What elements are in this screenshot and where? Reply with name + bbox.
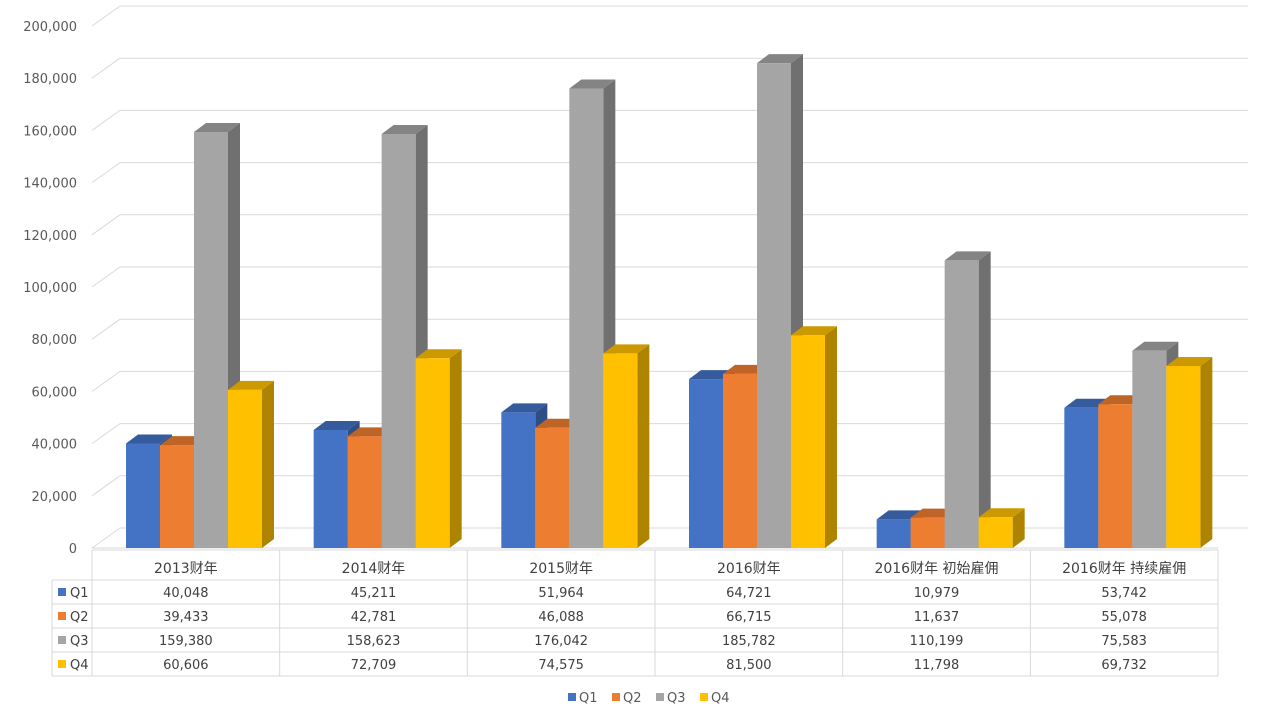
legend-swatch (656, 693, 664, 701)
gridlines (91, 5, 1248, 549)
gridline-side (91, 318, 121, 340)
table-cell: 176,042 (534, 634, 588, 649)
table-legend-key (58, 660, 66, 668)
gridline-side (91, 5, 121, 27)
gridline-side (91, 527, 121, 549)
table-cell: 159,380 (159, 634, 213, 649)
table-cell: 81,500 (726, 658, 772, 673)
table-cell: 60,606 (163, 658, 209, 673)
table-cell: 11,637 (914, 610, 960, 625)
table-series-label: Q2 (70, 610, 89, 625)
table-legend-key (58, 588, 66, 596)
y-tick-label: 160,000 (23, 124, 77, 139)
y-axis-tick-labels: 0 20,000 40,000 60,000 80,000 100,000 120,000 1… (23, 20, 77, 557)
table-series-label: Q3 (70, 634, 89, 649)
gridline-side (91, 370, 121, 392)
bar-q3-2 (569, 79, 616, 548)
x-category-label: 2016财年 持续雇佣 (1062, 560, 1186, 577)
table-cell: 64,721 (726, 586, 772, 601)
legend-item-q4: Q4 (700, 691, 730, 706)
table-cell: 45,211 (351, 586, 397, 601)
data-table: 2013财年 2014财年 2015财年 2016财年 2016财年 初始雇佣 2016财… (51, 549, 1219, 677)
bar-q4-4 (978, 508, 1025, 548)
bar-q3-4 (944, 251, 991, 548)
y-tick-label: 80,000 (32, 333, 78, 348)
legend-label: Q2 (623, 691, 642, 706)
table-cell: 72,709 (351, 658, 397, 673)
x-category-label: 2015财年 (529, 561, 593, 577)
table-series-label: Q1 (70, 586, 89, 601)
gridline-side (91, 109, 121, 131)
bar-q4-1 (415, 349, 462, 548)
table-cell: 110,199 (910, 634, 964, 649)
x-category-label: 2016财年 (717, 561, 781, 577)
legend-swatch (568, 693, 576, 701)
y-tick-label: 60,000 (32, 385, 78, 400)
gridline-side (91, 266, 121, 288)
y-tick-label: 20,000 (32, 490, 78, 505)
bar-q4-3 (791, 326, 837, 548)
table-series-label: Q4 (70, 658, 89, 673)
table-cell: 74,575 (538, 658, 584, 673)
table-cell: 75,583 (1101, 634, 1147, 649)
legend-swatch (700, 693, 708, 701)
table-cell: 42,781 (351, 610, 397, 625)
table-cell: 66,715 (726, 610, 772, 625)
bar-q4-2 (603, 344, 650, 548)
y-tick-label: 140,000 (23, 177, 77, 192)
y-tick-label: 180,000 (23, 72, 77, 87)
table-cell: 51,964 (538, 586, 584, 601)
table-legend-key (58, 636, 66, 644)
legend-item-q3: Q3 (656, 691, 686, 706)
legend-item-q1: Q1 (568, 691, 598, 706)
bar-q4-5 (1166, 356, 1213, 548)
table-cell: 69,732 (1101, 658, 1147, 673)
gridline-side (91, 423, 121, 445)
table-cell: 40,048 (163, 586, 209, 601)
table-cell: 158,623 (347, 634, 401, 649)
legend-swatch (612, 693, 620, 701)
x-category-label: 2014财年 (342, 561, 406, 577)
y-tick-label: 120,000 (23, 229, 77, 244)
table-cell: 39,433 (163, 610, 209, 625)
gridline-side (91, 475, 121, 497)
x-category-label: 2016财年 初始雇佣 (874, 560, 998, 577)
bars (126, 54, 1213, 549)
legend-label: Q4 (711, 691, 730, 706)
bar-q4-0 (228, 380, 274, 548)
y-tick-label: 100,000 (23, 281, 77, 296)
x-category-label: 2013财年 (154, 561, 218, 577)
table-cell: 10,979 (914, 586, 960, 601)
y-tick-label: 200,000 (23, 20, 77, 35)
y-tick-label: 0 (69, 542, 77, 557)
table-cell: 55,078 (1101, 610, 1147, 625)
legend-item-q2: Q2 (612, 691, 642, 706)
gridline-side (91, 214, 121, 236)
table-cell: 53,742 (1101, 586, 1147, 601)
legend-label: Q1 (579, 691, 598, 706)
table-cell: 46,088 (538, 610, 584, 625)
gridline-side (91, 162, 121, 184)
table-legend-key (58, 612, 66, 620)
legend-label: Q3 (667, 691, 686, 706)
y-tick-label: 40,000 (32, 438, 78, 453)
legend: Q1 Q2 Q3 Q4 (568, 691, 730, 706)
gridline-side (91, 57, 121, 79)
table-cell: 11,798 (914, 658, 960, 673)
table-cell: 185,782 (722, 634, 776, 649)
